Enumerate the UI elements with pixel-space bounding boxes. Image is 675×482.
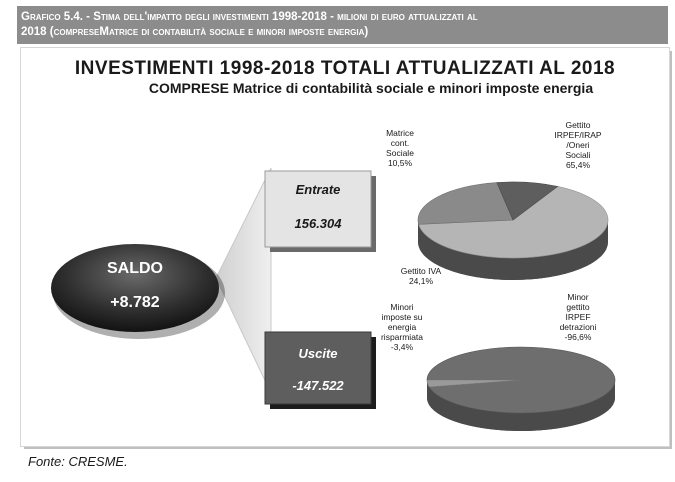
uscite-box	[264, 331, 372, 405]
label-matrice: Matrice cont. Sociale 10,5%	[386, 128, 414, 168]
uscite-pie-side	[427, 380, 615, 431]
pie-uscite	[426, 346, 616, 431]
saldo-value: +8.782	[110, 294, 160, 311]
chart-subtitle: COMPRESE Matrice di contabilità sociale …	[148, 80, 594, 96]
label-gettito-irpef: Gettito IRPEF/IRAP /Oneri Sociali 65,4%	[554, 120, 602, 170]
entrate-box	[264, 170, 372, 248]
uscite-value: -147.522	[292, 378, 344, 393]
uscite-pie-slice-1	[426, 379, 522, 388]
uscite-label: Uscite	[298, 346, 338, 361]
chart-panel: INVESTIMENTI 1998-2018 TOTALI ATTUALIZZA…	[20, 47, 670, 447]
label-minor-gettito: Minor gettito IRPEF detrazioni -96,6%	[559, 292, 597, 342]
source-note: Fonte: CRESME.	[28, 454, 128, 469]
entrate-value: 156.304	[294, 216, 342, 231]
chart-title: INVESTIMENTI 1998-2018 TOTALI ATTUALIZZA…	[74, 58, 616, 79]
entrate-pie-slice-0	[418, 186, 609, 259]
entrate-label: Entrate	[295, 182, 341, 197]
saldo-label: SALDO	[107, 260, 163, 277]
funnel-shape	[215, 167, 272, 394]
caption-line-2: 2018 (compreseMatrice di contabilità soc…	[21, 26, 369, 38]
label-gettito-iva: Gettito IVA 24,1%	[400, 266, 442, 286]
entrate-pie-slice-2	[496, 181, 559, 221]
chart-svg	[51, 167, 616, 431]
saldo-ellipse	[51, 244, 219, 332]
label-minori-imposte: Minori imposte su energia risparmiata -3…	[380, 302, 424, 352]
entrate-pie-slice-1	[417, 182, 514, 225]
entrate-pie-side	[418, 220, 608, 280]
pie-entrate	[417, 181, 609, 280]
figure-caption: Grafico 5.4. - Stima dell'impatto degli …	[17, 6, 668, 44]
caption-line-1: Grafico 5.4. - Stima dell'impatto degli …	[21, 11, 478, 23]
